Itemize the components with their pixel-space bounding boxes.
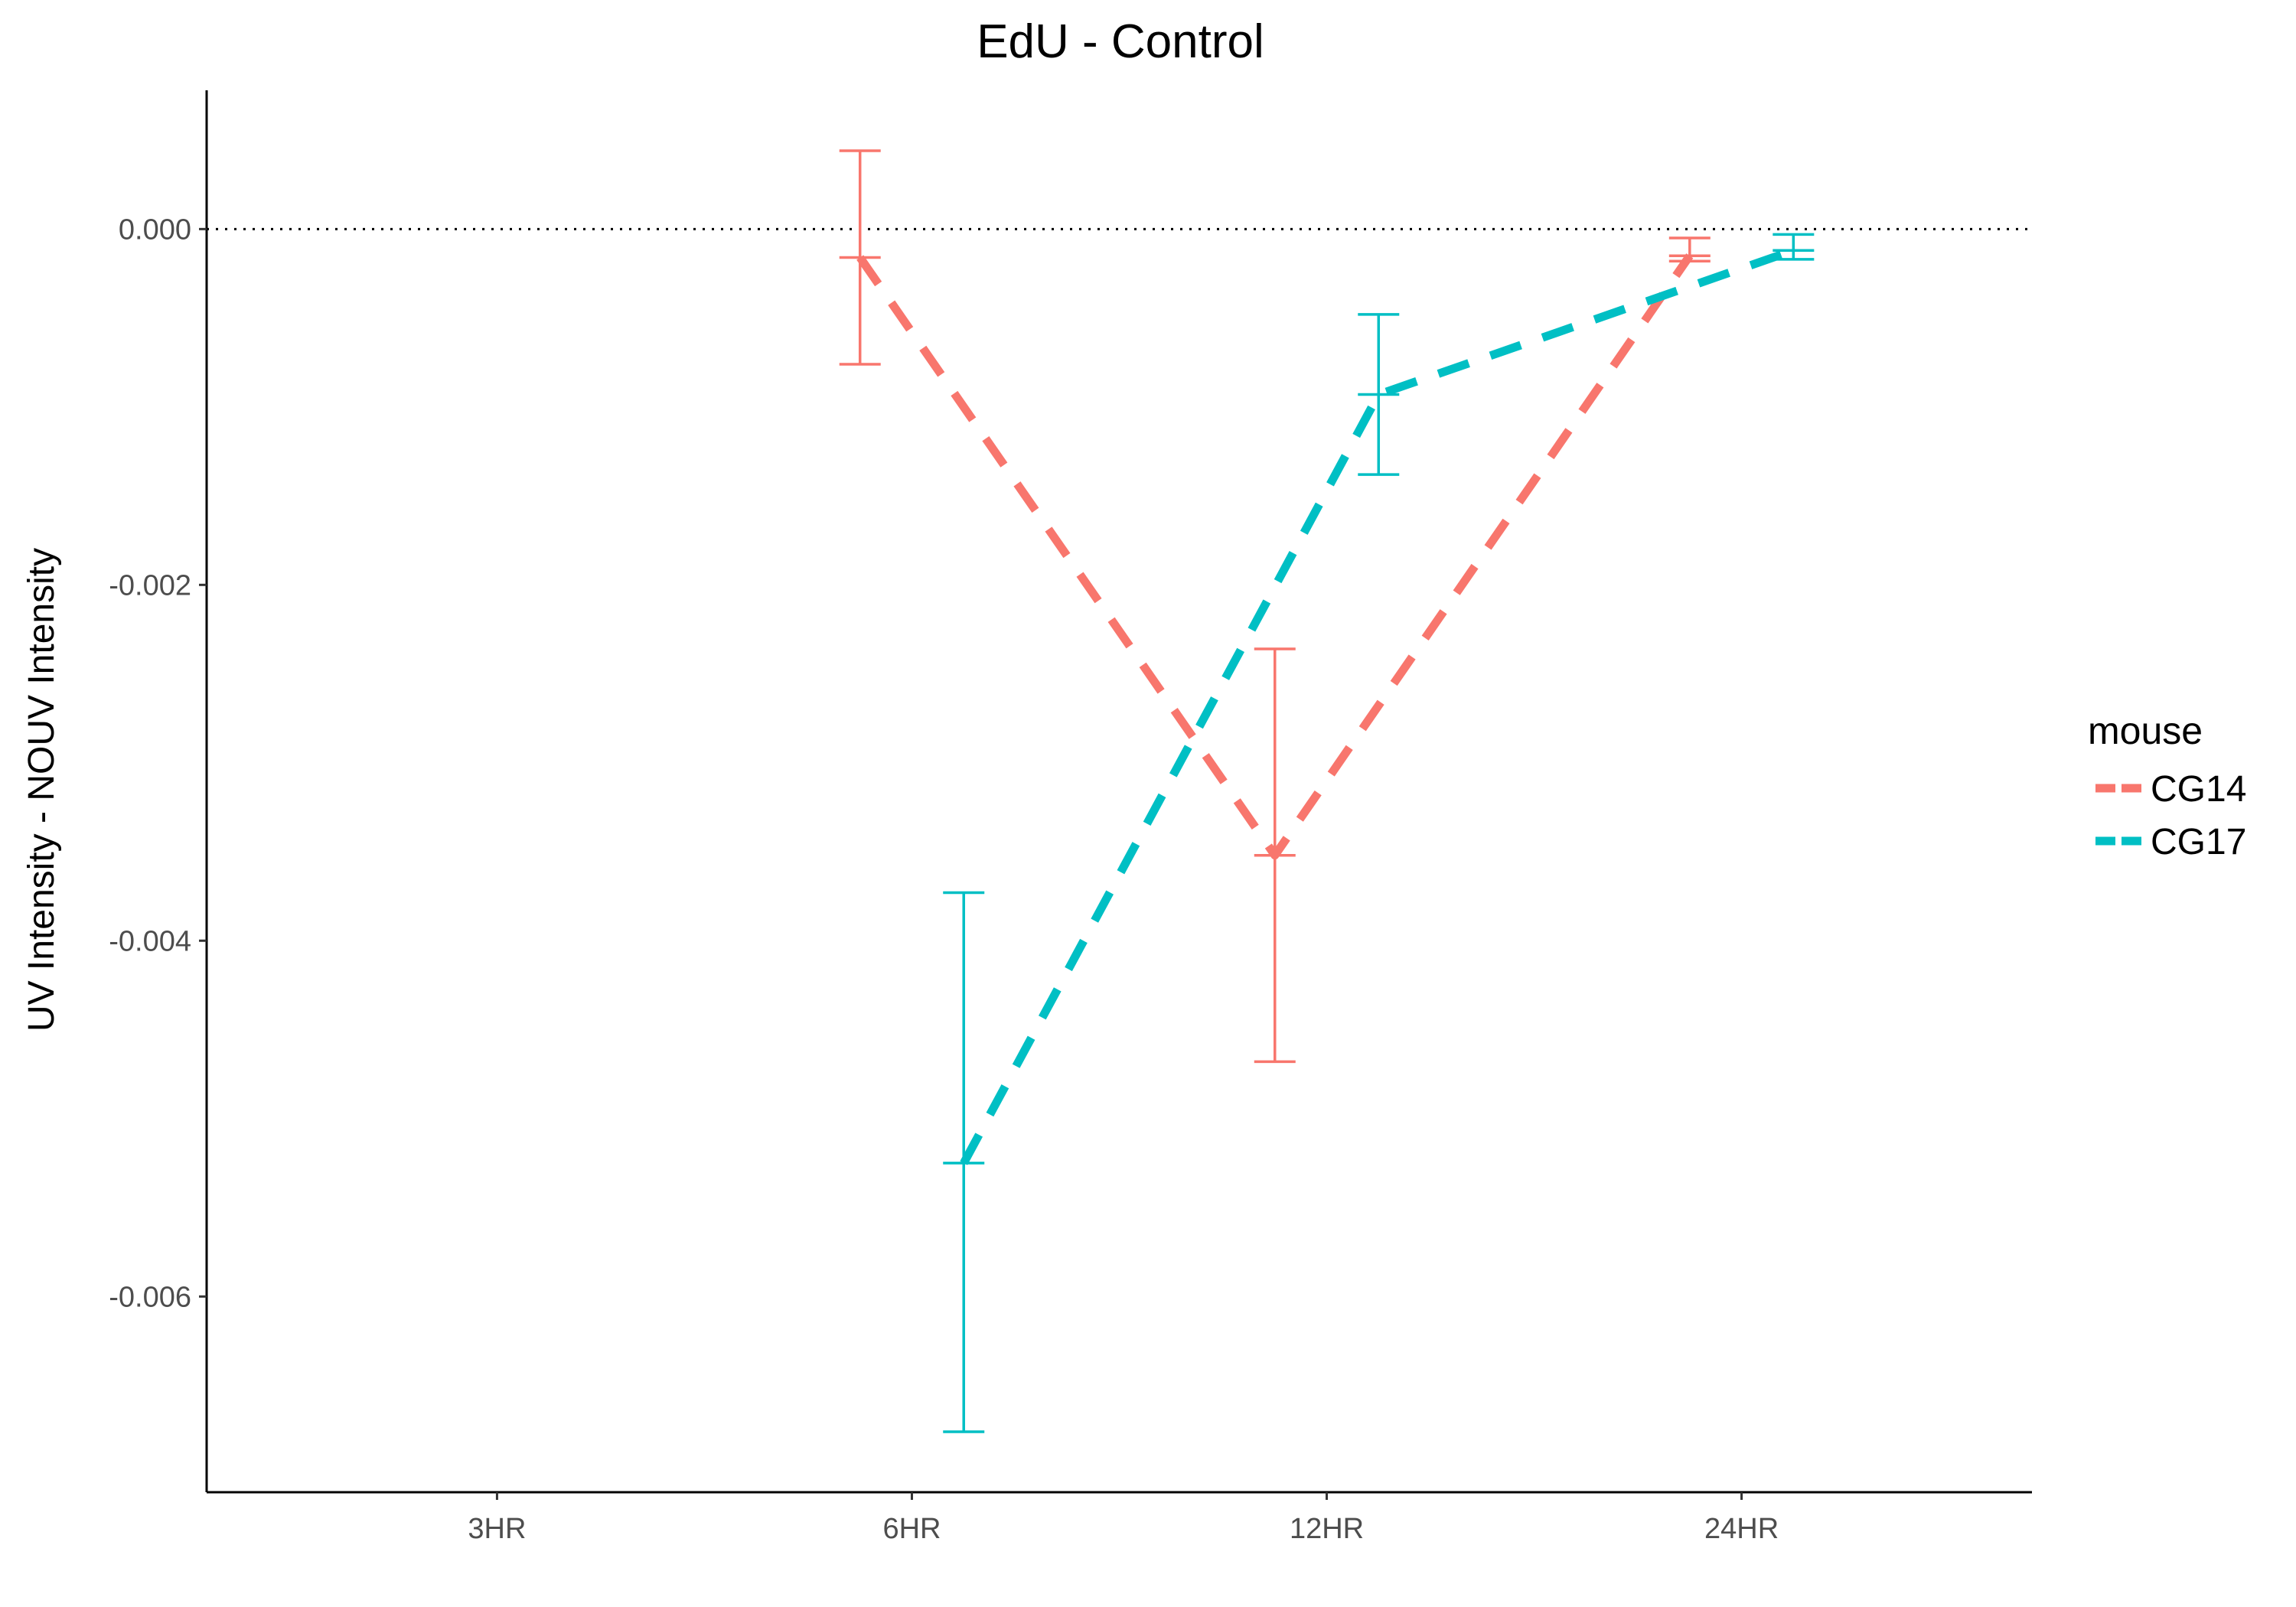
series-line-cg17 xyxy=(960,246,1795,1165)
legend-title: mouse xyxy=(2088,709,2203,752)
y-tick-label: -0.006 xyxy=(109,1281,191,1313)
x-axis-ticks: 3HR 6HR 12HR 24HR xyxy=(468,1492,1779,1545)
x-tick-label: 3HR xyxy=(468,1513,526,1545)
y-axis-title: UV Intensity - NOUV Intensity xyxy=(21,548,62,1032)
y-tick-label: -0.004 xyxy=(109,925,191,957)
series-line-cg14 xyxy=(856,253,1694,860)
legend-label-cg17: CG17 xyxy=(2151,822,2246,862)
x-tick-label: 24HR xyxy=(1704,1513,1779,1545)
y-tick-label: 0.000 xyxy=(119,214,191,246)
chart-title: EdU - Control xyxy=(977,15,1264,68)
plot-area xyxy=(207,149,2032,1433)
legend-label-cg14: CG14 xyxy=(2151,769,2246,810)
x-tick-label: 6HR xyxy=(882,1513,941,1545)
legend: mouse CG14 CG17 xyxy=(2088,709,2246,862)
series-cg17 xyxy=(943,233,1815,1433)
y-axis-ticks: 0.000 -0.002 -0.004 -0.006 xyxy=(109,214,207,1313)
series-cg14 xyxy=(839,149,1711,1064)
error-bar-cg17 xyxy=(1358,313,1400,476)
y-tick-label: -0.002 xyxy=(109,569,191,601)
x-tick-label: 12HR xyxy=(1290,1513,1364,1545)
